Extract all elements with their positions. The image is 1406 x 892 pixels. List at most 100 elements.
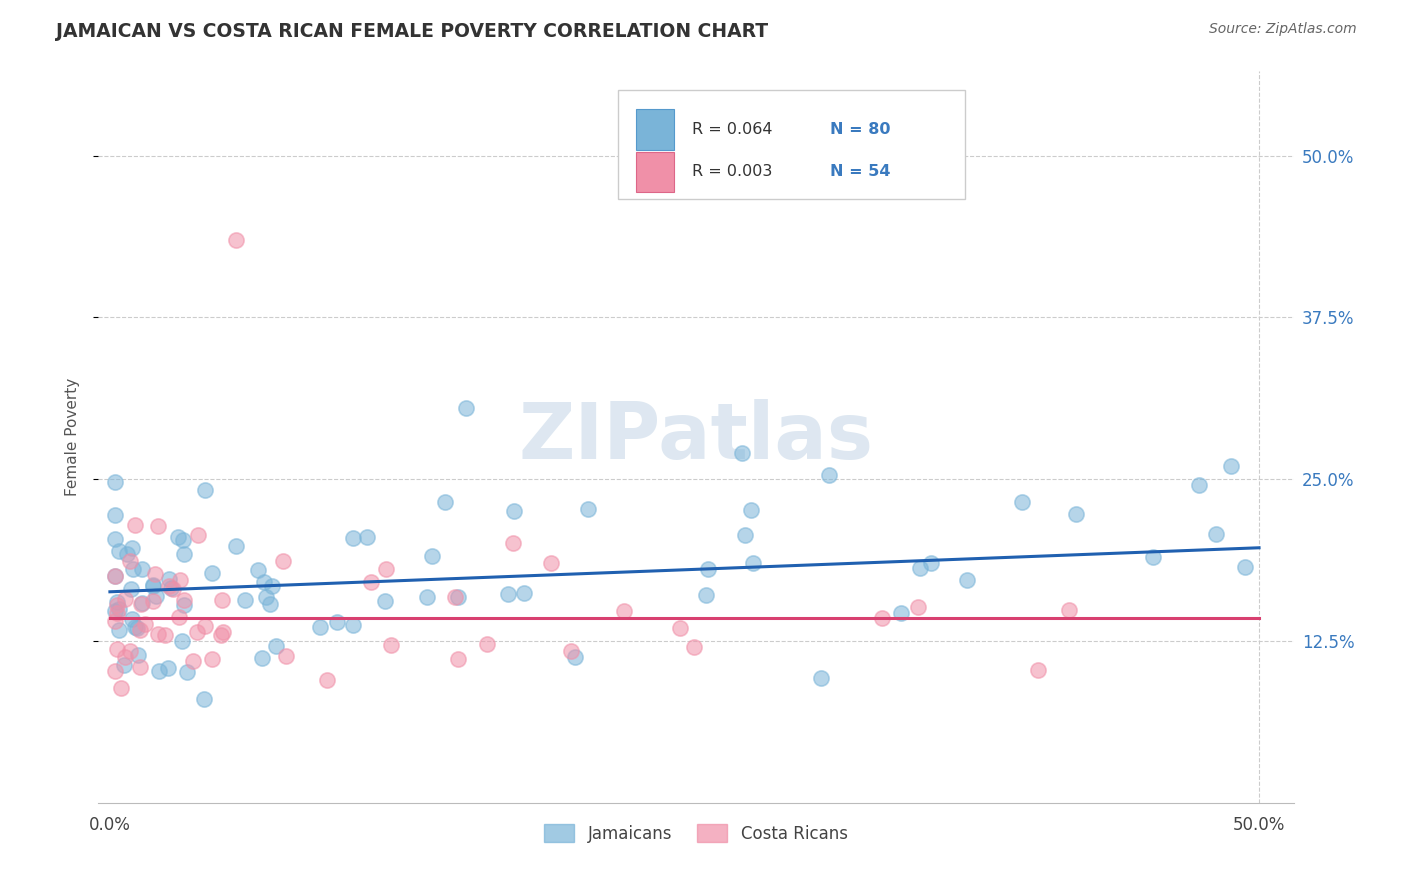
Jamaicans — [167, 530, 190, 544]
Jamaicans — [125, 621, 148, 635]
Jamaicans — [142, 579, 165, 593]
Jamaicans — [908, 561, 931, 575]
Costa Ricans — [276, 649, 298, 664]
Jamaicans — [159, 572, 181, 586]
Costa Ricans — [167, 610, 190, 624]
Costa Ricans — [110, 681, 132, 695]
Costa Ricans — [502, 536, 524, 550]
FancyBboxPatch shape — [637, 110, 675, 150]
Jamaicans — [496, 586, 519, 600]
FancyBboxPatch shape — [619, 90, 965, 200]
Jamaicans — [145, 589, 167, 603]
Jamaicans — [890, 606, 912, 620]
Jamaicans — [108, 624, 131, 638]
Jamaicans — [740, 503, 762, 517]
Costa Ricans — [225, 233, 247, 247]
Jamaicans — [818, 468, 841, 483]
Jamaicans — [956, 573, 979, 587]
Costa Ricans — [187, 528, 209, 542]
Jamaicans — [103, 508, 125, 522]
Jamaicans — [1188, 478, 1211, 492]
Costa Ricans — [870, 610, 893, 624]
Jamaicans — [121, 612, 143, 626]
Jamaicans — [156, 661, 179, 675]
Jamaicans — [264, 639, 287, 653]
Text: R = 0.064: R = 0.064 — [692, 122, 773, 137]
Costa Ricans — [131, 597, 153, 611]
Costa Ricans — [103, 664, 125, 678]
Jamaicans — [342, 618, 364, 632]
Jamaicans — [259, 597, 281, 611]
Jamaicans — [170, 633, 193, 648]
Jamaicans — [564, 650, 586, 665]
Jamaicans — [356, 530, 378, 544]
Jamaicans — [253, 575, 276, 590]
Costa Ricans — [1057, 603, 1080, 617]
Costa Ricans — [153, 628, 176, 642]
Costa Ricans — [560, 644, 582, 658]
Jamaicans — [810, 671, 832, 685]
Text: ZIPatlas: ZIPatlas — [519, 399, 873, 475]
Costa Ricans — [105, 642, 128, 657]
Jamaicans — [447, 591, 470, 605]
Costa Ricans — [271, 554, 294, 568]
Costa Ricans — [1026, 663, 1049, 677]
Jamaicans — [434, 494, 457, 508]
Costa Ricans — [447, 652, 470, 666]
Costa Ricans — [173, 593, 195, 607]
FancyBboxPatch shape — [637, 152, 675, 192]
Legend: Jamaicans, Costa Ricans: Jamaicans, Costa Ricans — [537, 818, 855, 849]
Jamaicans — [1219, 458, 1241, 473]
Costa Ricans — [477, 637, 499, 651]
Jamaicans — [131, 562, 153, 576]
Jamaicans — [194, 483, 217, 498]
Costa Ricans — [124, 517, 146, 532]
Jamaicans — [326, 615, 349, 629]
Jamaicans — [115, 547, 138, 561]
Jamaicans — [108, 602, 131, 616]
Jamaicans — [576, 502, 599, 516]
Jamaicans — [121, 541, 143, 556]
Costa Ricans — [129, 623, 152, 637]
Jamaicans — [250, 650, 273, 665]
Jamaicans — [172, 533, 194, 548]
Costa Ricans — [157, 579, 180, 593]
Costa Ricans — [380, 638, 402, 652]
Jamaicans — [124, 620, 146, 634]
Costa Ricans — [209, 628, 232, 642]
Costa Ricans — [194, 619, 217, 633]
Jamaicans — [142, 578, 165, 592]
Jamaicans — [176, 665, 198, 679]
Jamaicans — [247, 563, 270, 577]
Costa Ricans — [142, 593, 165, 607]
Jamaicans — [342, 531, 364, 545]
Costa Ricans — [129, 660, 152, 674]
Text: N = 54: N = 54 — [830, 164, 890, 179]
Text: JAMAICAN VS COSTA RICAN FEMALE POVERTY CORRELATION CHART: JAMAICAN VS COSTA RICAN FEMALE POVERTY C… — [56, 22, 768, 41]
Costa Ricans — [162, 582, 184, 596]
Jamaicans — [173, 598, 195, 612]
Jamaicans — [416, 590, 439, 604]
Jamaicans — [512, 586, 534, 600]
Jamaicans — [456, 401, 478, 415]
Jamaicans — [103, 604, 125, 618]
Costa Ricans — [444, 590, 467, 604]
Jamaicans — [695, 588, 717, 602]
Jamaicans — [503, 504, 526, 518]
Jamaicans — [697, 562, 720, 576]
Jamaicans — [201, 566, 224, 580]
Costa Ricans — [212, 625, 235, 640]
Costa Ricans — [118, 554, 141, 568]
Costa Ricans — [148, 627, 170, 641]
Jamaicans — [105, 595, 128, 609]
Jamaicans — [103, 568, 125, 582]
Costa Ricans — [118, 644, 141, 658]
Jamaicans — [103, 532, 125, 546]
Jamaicans — [127, 648, 149, 662]
Jamaicans — [103, 475, 125, 490]
Jamaicans — [920, 557, 942, 571]
Jamaicans — [420, 549, 443, 563]
Jamaicans — [1011, 494, 1033, 508]
Costa Ricans — [169, 573, 191, 587]
Jamaicans — [1142, 549, 1164, 564]
